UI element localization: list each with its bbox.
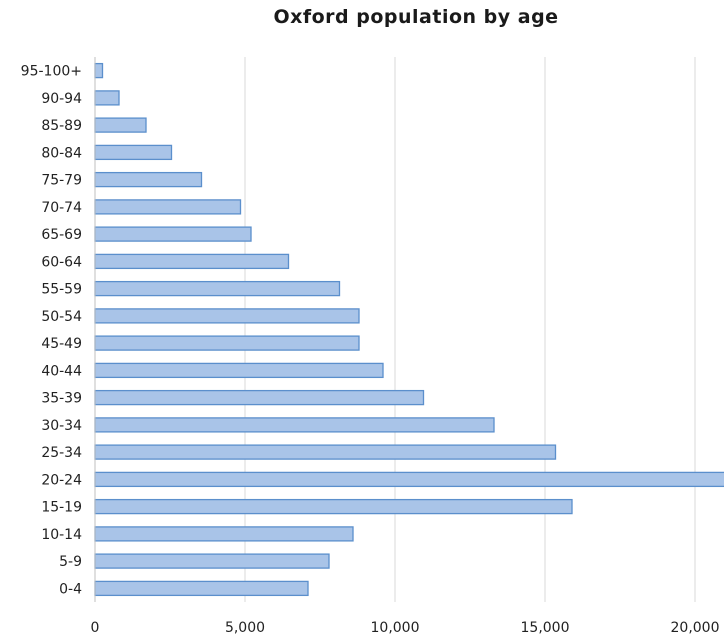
- bar: [94, 62, 104, 79]
- y-tick-label: 70-74: [41, 200, 82, 216]
- x-tick-label: 20,000: [671, 620, 720, 636]
- bar: [94, 226, 252, 242]
- x-tick-label: 5,000: [225, 620, 265, 636]
- bar: [94, 498, 573, 515]
- bar: [94, 417, 495, 433]
- tick-labels: 0 5,000 10,000 15,000 20,000 0-4 5-9 10-14 15-19…: [21, 64, 720, 636]
- bar: [94, 90, 120, 106]
- y-tick-label: 5-9: [59, 554, 82, 570]
- bar: [94, 171, 203, 188]
- bar: [94, 144, 173, 161]
- y-tick-label: 20-24: [41, 472, 82, 488]
- y-tick-label: 60-64: [41, 254, 82, 270]
- y-tick-label: 65-69: [41, 227, 82, 243]
- y-tick-label: 10-14: [41, 527, 82, 543]
- y-tick-label: 35-39: [41, 391, 82, 407]
- bar: [94, 362, 384, 379]
- bar: [94, 199, 242, 215]
- bar: [94, 553, 330, 569]
- gridlines: [244, 57, 696, 602]
- bar: [94, 280, 341, 297]
- y-tick-label: 0-4: [59, 581, 82, 597]
- y-tick-label: 95-100+: [21, 64, 82, 80]
- bar: [94, 444, 557, 460]
- y-tick-label: 90-94: [41, 91, 82, 107]
- bar: [94, 389, 425, 406]
- y-tick-label: 55-59: [41, 282, 82, 298]
- y-tick-label: 40-44: [41, 363, 82, 379]
- x-tick-label: 10,000: [371, 620, 420, 636]
- bar: [94, 117, 147, 133]
- bar: [94, 526, 354, 542]
- y-tick-label: 85-89: [41, 118, 82, 134]
- bar: [94, 308, 360, 324]
- bar: [94, 253, 290, 270]
- chart-title: Oxford population by age: [273, 6, 559, 28]
- y-tick-label: 80-84: [41, 145, 82, 161]
- x-tick-label: 0: [91, 620, 100, 636]
- bar: [94, 471, 724, 488]
- y-tick-label: 75-79: [41, 173, 82, 189]
- x-tick-label: 15,000: [521, 620, 570, 636]
- y-tick-label: 45-49: [41, 336, 82, 352]
- bars: [94, 62, 724, 597]
- y-tick-label: 50-54: [41, 309, 82, 325]
- bar: [94, 335, 360, 351]
- bar: [94, 580, 309, 597]
- y-tick-label: 30-34: [41, 418, 82, 434]
- y-tick-label: 25-34: [41, 445, 82, 461]
- y-tick-label: 15-19: [41, 500, 82, 516]
